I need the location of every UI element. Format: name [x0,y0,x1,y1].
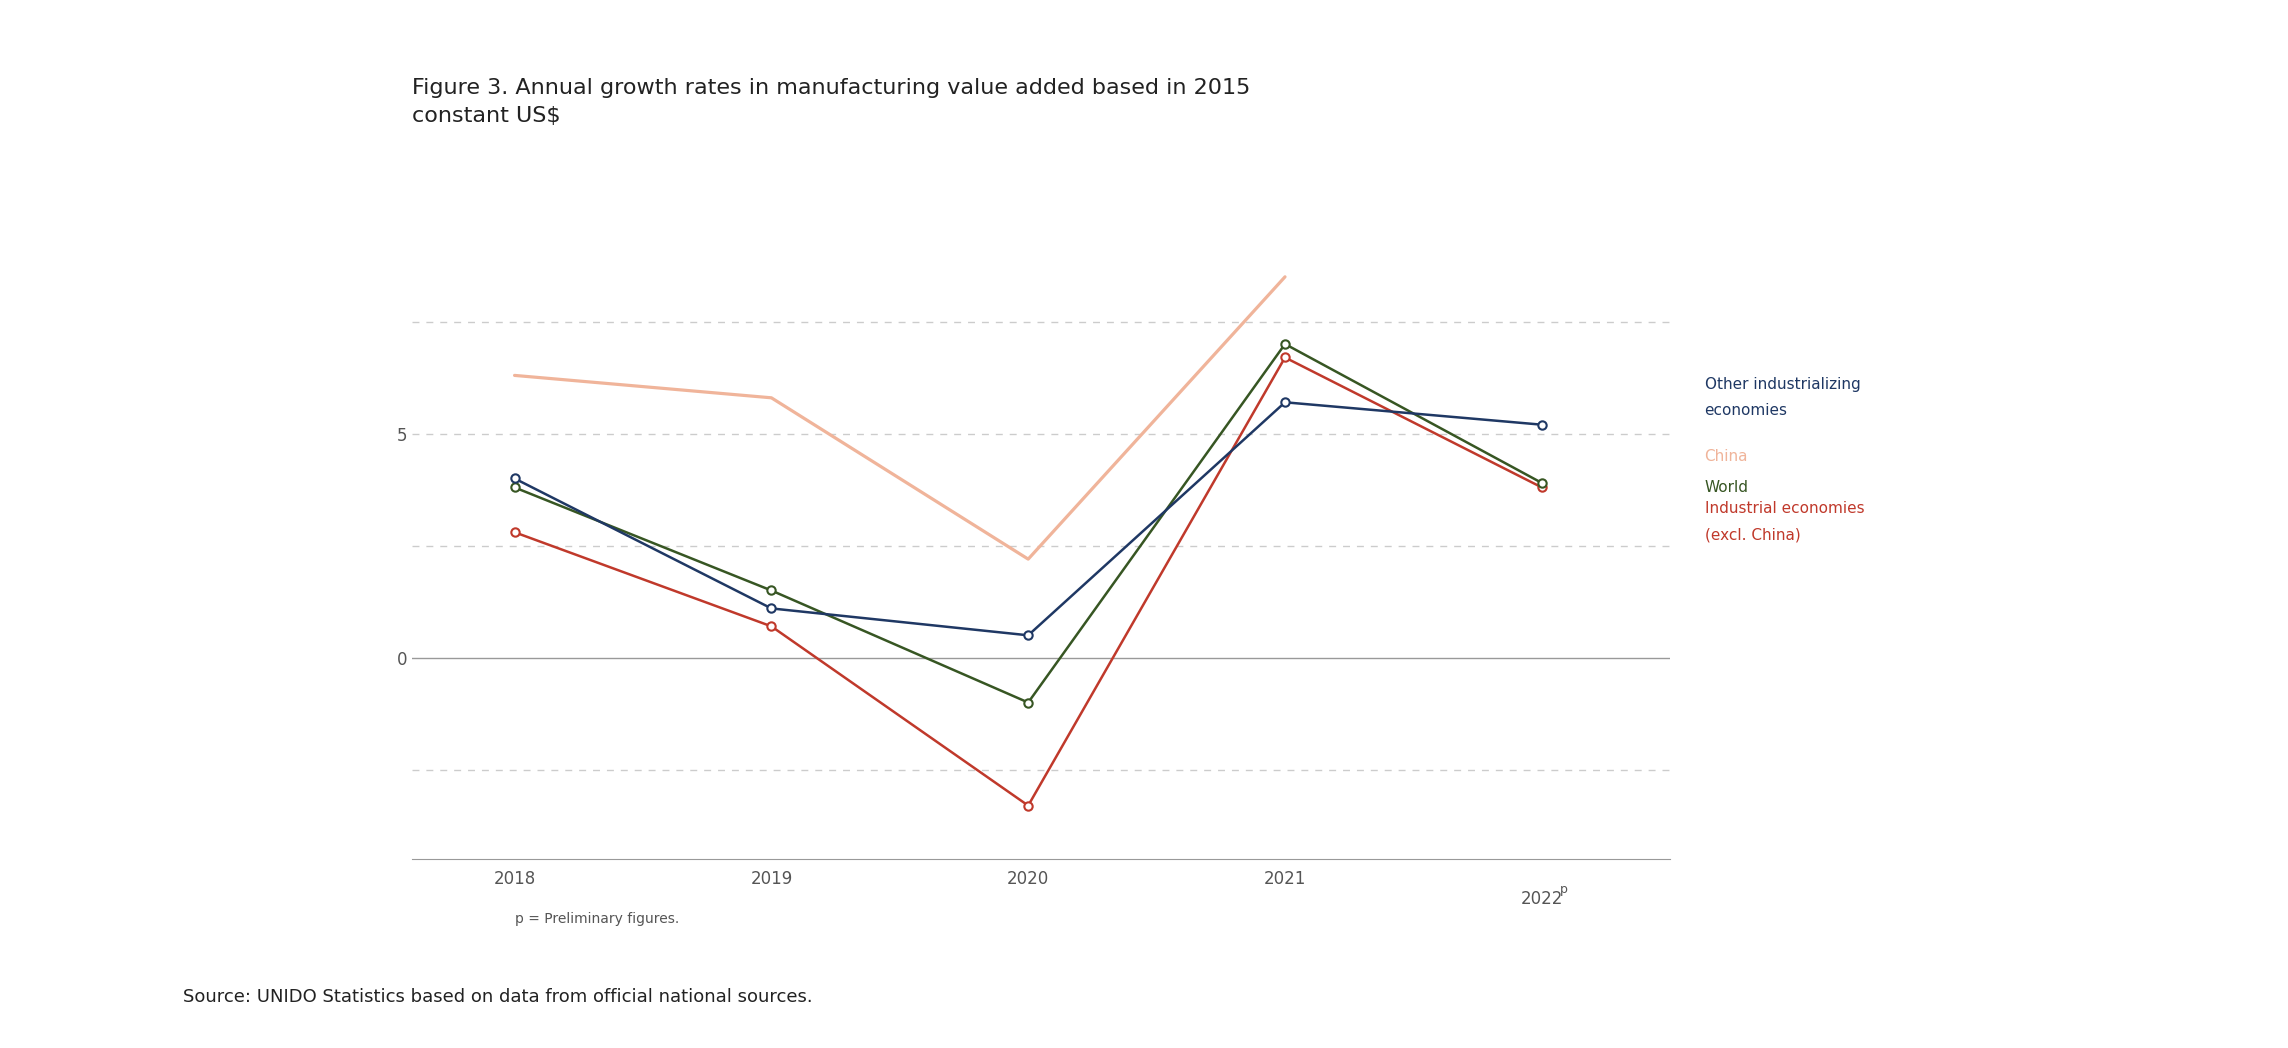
Text: p: p [1560,883,1567,896]
Text: World: World [1705,480,1748,495]
Text: Figure 3. Annual growth rates in manufacturing value added based in 2015
constan: Figure 3. Annual growth rates in manufac… [412,78,1249,126]
Text: (excl. China): (excl. China) [1705,527,1801,542]
Text: Industrial economies: Industrial economies [1705,501,1865,516]
Text: Other industrializing: Other industrializing [1705,377,1860,392]
Text: economies: economies [1705,403,1787,418]
Text: 2022: 2022 [1522,890,1563,908]
Text: China: China [1705,449,1748,463]
Text: p = Preliminary figures.: p = Preliminary figures. [515,912,680,926]
Text: Source: UNIDO Statistics based on data from official national sources.: Source: UNIDO Statistics based on data f… [183,988,812,1006]
